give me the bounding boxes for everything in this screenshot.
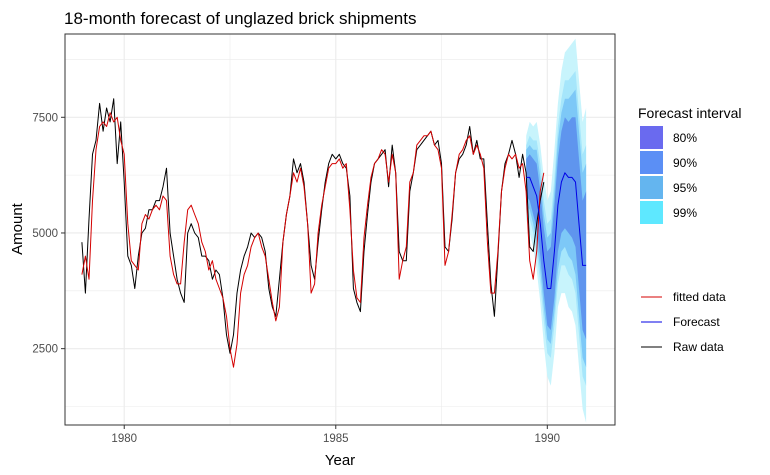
y-axis-title: Amount xyxy=(9,202,26,255)
x-tick-label: 1980 xyxy=(111,433,137,445)
y-tick-label: 7500 xyxy=(32,112,58,124)
series-line-forecast xyxy=(526,172,587,289)
y-tick-label: 5000 xyxy=(32,228,58,240)
x-tick-label: 1985 xyxy=(323,433,349,445)
panel-background xyxy=(65,34,615,425)
legend-swatch-80 xyxy=(640,126,663,149)
series-line-raw-data xyxy=(81,98,545,354)
chart-title: 18-month forecast of unglazed brick ship… xyxy=(64,9,416,28)
series-lines xyxy=(81,98,587,368)
legend-label-99: 99% xyxy=(673,206,697,220)
x-axis-title: Year xyxy=(325,452,355,469)
legend-series: fitted data Forecast Raw data xyxy=(641,290,726,354)
x-tick-label: 1990 xyxy=(535,433,561,445)
major-gridlines xyxy=(65,34,615,425)
panel-border xyxy=(64,33,616,426)
legend-label-forecast: Forecast xyxy=(673,315,720,329)
legend-swatch-95 xyxy=(640,176,663,199)
legend-label-fitted-data: fitted data xyxy=(673,290,726,304)
series-line-fitted-data xyxy=(81,112,545,368)
legend-label-80: 80% xyxy=(673,131,697,145)
legend-label-90: 90% xyxy=(673,156,697,170)
y-tick-label: 2500 xyxy=(32,344,58,356)
plot-panel xyxy=(64,33,616,426)
legend-forecast-interval: Forecast interval 80% 90% 95% 99% xyxy=(638,105,741,224)
legend-label-95: 95% xyxy=(673,181,697,195)
y-axis: 2500 5000 7500 xyxy=(32,112,65,356)
x-axis: 1980 1985 1990 xyxy=(111,425,560,445)
legend-label-raw-data: Raw data xyxy=(673,340,724,354)
minor-gridlines xyxy=(65,34,615,425)
legend-swatch-90 xyxy=(640,151,663,174)
legend-swatch-99 xyxy=(640,201,663,224)
legend-interval-title: Forecast interval xyxy=(638,105,741,121)
